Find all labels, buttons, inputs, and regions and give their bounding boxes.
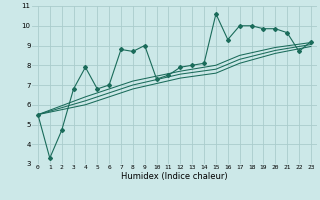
X-axis label: Humidex (Indice chaleur): Humidex (Indice chaleur): [121, 172, 228, 181]
